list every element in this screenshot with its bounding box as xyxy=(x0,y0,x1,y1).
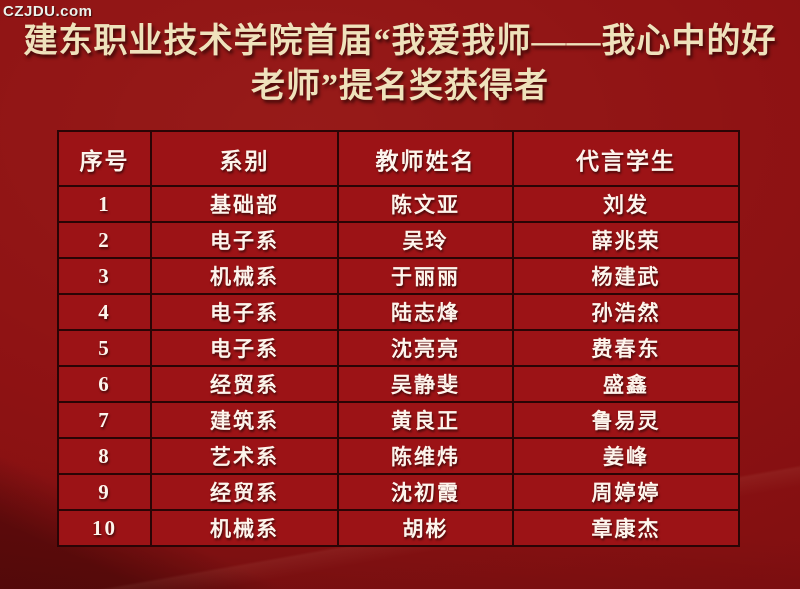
table-row: 6 经贸系 吴静斐 盛鑫 xyxy=(57,365,740,403)
cell-index: 2 xyxy=(57,221,152,259)
table-row: 9 经贸系 沈初霞 周婷婷 xyxy=(57,473,740,511)
table-row: 10 机械系 胡彬 章康杰 xyxy=(57,509,740,547)
site-watermark: CZJDU.com xyxy=(3,3,93,20)
cell-teacher-name: 沈初霞 xyxy=(337,473,514,511)
cell-student: 姜峰 xyxy=(512,437,740,475)
cell-teacher-name: 于丽丽 xyxy=(337,257,514,295)
cell-student: 刘发 xyxy=(512,185,740,223)
table-row: 2 电子系 吴玲 薛兆荣 xyxy=(57,221,740,259)
table-row: 5 电子系 沈亮亮 费春东 xyxy=(57,329,740,367)
table-row: 8 艺术系 陈维炜 姜峰 xyxy=(57,437,740,475)
cell-student: 盛鑫 xyxy=(512,365,740,403)
slide-title: 建东职业技术学院首届“我爱我师——我心中的好 老师”提名奖获得者 xyxy=(0,19,800,109)
cell-index: 5 xyxy=(57,329,152,367)
cell-department: 电子系 xyxy=(150,221,339,259)
table-header-row: 序号 系别 教师姓名 代言学生 xyxy=(57,130,740,187)
cell-teacher-name: 吴玲 xyxy=(337,221,514,259)
cell-index: 4 xyxy=(57,293,152,331)
cell-index: 6 xyxy=(57,365,152,403)
cell-student: 薛兆荣 xyxy=(512,221,740,259)
cell-teacher-name: 吴静斐 xyxy=(337,365,514,403)
cell-department: 经贸系 xyxy=(150,473,339,511)
header-cell-department: 系别 xyxy=(150,130,339,187)
cell-department: 经贸系 xyxy=(150,365,339,403)
cell-student: 鲁易灵 xyxy=(512,401,740,439)
cell-index: 10 xyxy=(57,509,152,547)
cell-department: 电子系 xyxy=(150,293,339,331)
cell-department: 机械系 xyxy=(150,257,339,295)
header-cell-index: 序号 xyxy=(57,130,152,187)
cell-index: 1 xyxy=(57,185,152,223)
slide-title-line2: 老师”提名奖获得者 xyxy=(251,68,549,105)
cell-student: 周婷婷 xyxy=(512,473,740,511)
cell-index: 8 xyxy=(57,437,152,475)
table-row: 4 电子系 陆志烽 孙浩然 xyxy=(57,293,740,331)
slide-title-line1: 建东职业技术学院首届“我爱我师——我心中的好 xyxy=(23,23,777,60)
cell-student: 章康杰 xyxy=(512,509,740,547)
cell-student: 杨建武 xyxy=(512,257,740,295)
cell-index: 3 xyxy=(57,257,152,295)
cell-student: 孙浩然 xyxy=(512,293,740,331)
table-row: 1 基础部 陈文亚 刘发 xyxy=(57,185,740,223)
cell-department: 建筑系 xyxy=(150,401,339,439)
header-cell-teacher-name: 教师姓名 xyxy=(337,130,514,187)
cell-department: 艺术系 xyxy=(150,437,339,475)
awards-table: 序号 系别 教师姓名 代言学生 1 基础部 陈文亚 刘发 2 电子系 吴玲 薛兆… xyxy=(57,130,740,547)
cell-department: 电子系 xyxy=(150,329,339,367)
cell-index: 7 xyxy=(57,401,152,439)
cell-teacher-name: 陈维炜 xyxy=(337,437,514,475)
header-cell-student: 代言学生 xyxy=(512,130,740,187)
cell-department: 机械系 xyxy=(150,509,339,547)
cell-teacher-name: 胡彬 xyxy=(337,509,514,547)
cell-teacher-name: 黄良正 xyxy=(337,401,514,439)
cell-teacher-name: 陈文亚 xyxy=(337,185,514,223)
cell-student: 费春东 xyxy=(512,329,740,367)
cell-teacher-name: 沈亮亮 xyxy=(337,329,514,367)
cell-teacher-name: 陆志烽 xyxy=(337,293,514,331)
cell-index: 9 xyxy=(57,473,152,511)
cell-department: 基础部 xyxy=(150,185,339,223)
table-row: 3 机械系 于丽丽 杨建武 xyxy=(57,257,740,295)
table-row: 7 建筑系 黄良正 鲁易灵 xyxy=(57,401,740,439)
